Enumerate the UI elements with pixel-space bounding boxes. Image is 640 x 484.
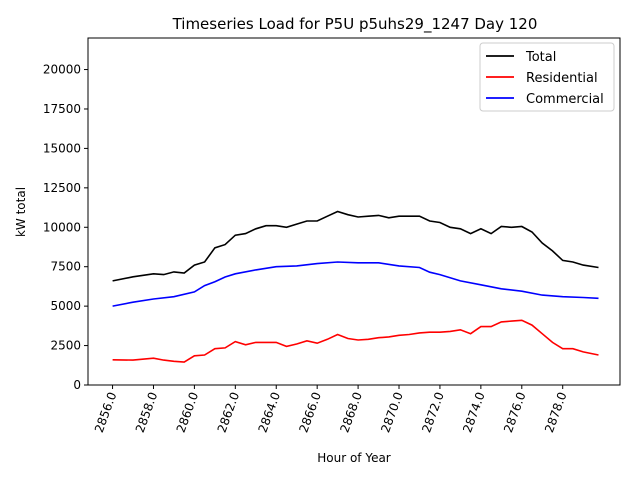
x-tick-label: 2864.0 [256, 390, 284, 434]
x-tick-label: 2860.0 [174, 390, 202, 434]
x-tick-label: 2858.0 [133, 390, 161, 434]
x-tick-label: 2868.0 [337, 390, 365, 434]
y-tick-label: 15000 [43, 141, 81, 155]
y-tick-label: 0 [73, 378, 81, 392]
x-tick-label: 2856.0 [92, 390, 120, 434]
y-tick-label: 20000 [43, 63, 81, 77]
x-tick-label: 2874.0 [460, 390, 488, 434]
legend: Total Residential Commercial [479, 42, 615, 112]
x-axis-label: Hour of Year [317, 451, 391, 465]
chart-title: Timeseries Load for P5U p5uhs29_1247 Day… [172, 15, 538, 34]
y-tick-label: 17500 [43, 102, 81, 116]
x-tick-label: 2862.0 [215, 390, 243, 434]
y-tick-label: 10000 [43, 220, 81, 234]
x-tick-label: 2872.0 [419, 390, 447, 434]
y-tick-label: 12500 [43, 181, 81, 195]
legend-label-residential: Residential [526, 71, 598, 86]
x-tick-label: 2870.0 [378, 390, 406, 434]
series-line-commercial [112, 261, 599, 307]
y-axis-label: kW total [14, 187, 28, 237]
x-tick-label: 2866.0 [296, 390, 324, 434]
legend-label-commercial: Commercial [526, 92, 604, 107]
legend-box [479, 42, 615, 112]
x-tick-label: 2878.0 [542, 390, 570, 434]
y-tick-label: 7500 [50, 260, 81, 274]
x-tick-label: 2876.0 [501, 390, 529, 434]
plot-frame [87, 37, 621, 386]
series-line-residential [112, 319, 599, 363]
y-tick-label: 2500 [50, 339, 81, 353]
series-line-total [112, 210, 599, 282]
y-tick-label: 5000 [50, 299, 81, 313]
legend-label-total: Total [525, 50, 556, 65]
